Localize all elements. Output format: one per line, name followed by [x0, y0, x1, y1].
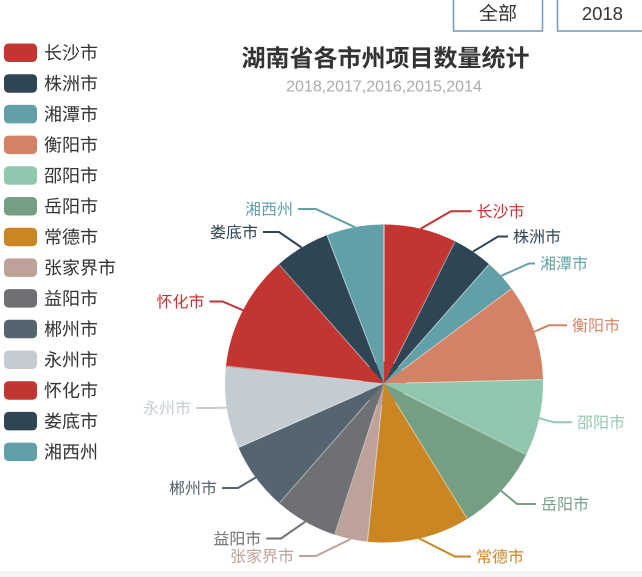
svg-text:2018: 2018 — [582, 3, 623, 24]
svg-text:2018,2017,2016,2015,2014: 2018,2017,2016,2015,2014 — [286, 79, 482, 96]
